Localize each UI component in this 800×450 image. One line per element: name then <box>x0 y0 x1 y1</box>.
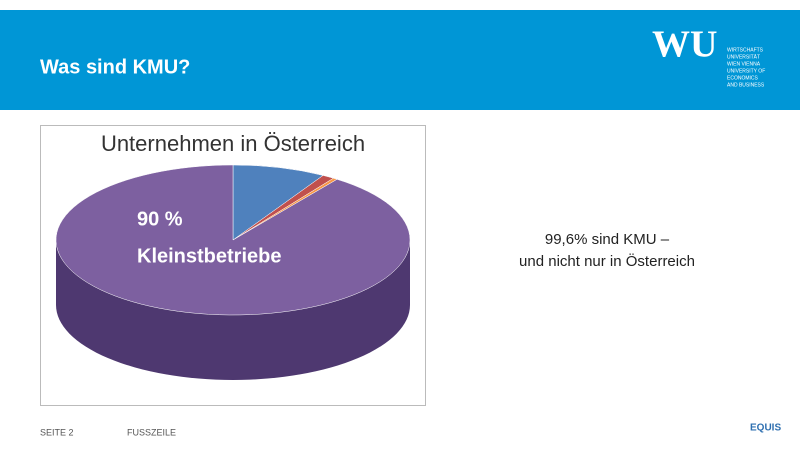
note-line: und nicht nur in Österreich <box>519 252 695 270</box>
pie-slice <box>55 164 411 316</box>
slice-label: Kleinstbetriebe <box>137 245 281 267</box>
logo: WU <box>652 24 717 66</box>
footer-label: FUSSZEILE <box>127 427 176 437</box>
slide-title: Was sind KMU? <box>40 56 190 78</box>
equis-logo: EQUIS <box>750 423 781 434</box>
logo-line: UNIVERSITÄT <box>727 53 760 60</box>
chart-title: Unternehmen in Österreich <box>101 131 365 156</box>
pie: 90 % Kleinstbetriebe <box>55 164 411 380</box>
logo-line: AND BUSINESS <box>727 82 765 88</box>
logo-line: UNIVERSITY OF <box>727 68 765 74</box>
value-label: 90 % <box>137 208 183 230</box>
note-line: 99,6% sind KMU – <box>545 231 670 248</box>
pie-slice <box>232 164 324 241</box>
page-number: SEITE 2 <box>40 427 74 437</box>
logo-line: ECONOMICS <box>727 75 759 81</box>
header-band <box>0 10 800 110</box>
logo-line: WIRTSCHAFTS <box>727 47 764 53</box>
logo-line: WIEN VIENNA <box>727 61 761 67</box>
